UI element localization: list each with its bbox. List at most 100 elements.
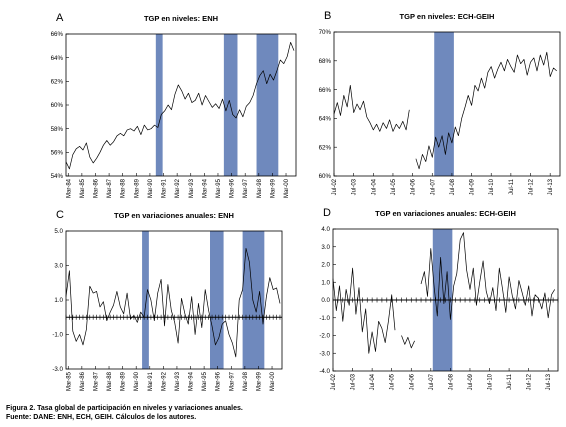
y-tick-label: 64% bbox=[51, 55, 64, 62]
x-tick-label: Mar-90 bbox=[148, 178, 154, 198]
y-tick-label: 56% bbox=[51, 150, 64, 157]
x-tick-label: Mar-91 bbox=[148, 371, 154, 391]
y-tick-label: -4.0 bbox=[319, 368, 330, 375]
x-tick-label: Mar-91 bbox=[162, 178, 168, 198]
panel-letter: C bbox=[56, 209, 64, 221]
shaded-band-c-2 bbox=[210, 231, 224, 369]
x-tick-label: Mar-95 bbox=[216, 178, 222, 198]
y-tick-label: 66% bbox=[319, 87, 332, 94]
y-tick-label: -2.0 bbox=[319, 333, 330, 340]
x-tick-label: Mar-87 bbox=[93, 371, 99, 391]
series-line-1 bbox=[65, 41, 295, 170]
x-tick-label: Mar-90 bbox=[134, 371, 140, 391]
x-tick-label: Jul-03 bbox=[352, 178, 358, 195]
x-tick-label: Jul-05 bbox=[390, 373, 396, 390]
series-line-1 bbox=[333, 84, 410, 132]
x-tick-label: Jul-07 bbox=[430, 178, 436, 195]
series-line-1 bbox=[65, 247, 281, 358]
x-tick-label: Jul-10 bbox=[489, 178, 495, 195]
series-line-2 bbox=[401, 335, 415, 349]
x-tick-label: Jul-08 bbox=[448, 373, 454, 390]
x-tick-label: Mar-85 bbox=[80, 178, 86, 198]
x-tick-label: Mar-99 bbox=[270, 178, 276, 198]
y-tick-label: 60% bbox=[51, 102, 64, 109]
y-tick-label: 1.0 bbox=[54, 297, 63, 304]
x-tick-label: Mar-84 bbox=[66, 178, 72, 198]
x-tick-label: Mar-93 bbox=[189, 178, 195, 198]
x-tick-label: Mar-88 bbox=[107, 371, 113, 391]
y-tick-label: 62% bbox=[319, 144, 332, 151]
figure-source: Fuente: DANE: ENH, ECH, GEIH. Cálculos d… bbox=[6, 414, 197, 421]
y-tick-label: 70% bbox=[319, 29, 332, 36]
y-tick-label: 60% bbox=[319, 173, 332, 180]
chart-title: TGP en variaciones anuales: ECH-GEIH bbox=[375, 209, 516, 218]
x-tick-label: Mar-00 bbox=[284, 178, 290, 198]
x-tick-label: Mar-95 bbox=[202, 371, 208, 391]
x-tick-label: Mar-92 bbox=[175, 178, 181, 198]
y-tick-label: -3.0 bbox=[52, 366, 63, 373]
y-tick-label: 0.0 bbox=[321, 297, 330, 304]
x-tick-label: Mar-89 bbox=[121, 371, 127, 391]
x-tick-label: Jul-09 bbox=[468, 373, 474, 390]
chart-panel-c: -3.0 -1.0 1.0 3.0 5.0 Mar-85 Mar-86 Mar-87 Mar-8… bbox=[52, 209, 283, 391]
y-tick-label: -1.0 bbox=[319, 315, 330, 322]
shaded-band-a-3 bbox=[256, 34, 279, 176]
x-tick-label: Mar-94 bbox=[189, 371, 195, 391]
x-tick-label: Jul-06 bbox=[411, 178, 417, 195]
shaded-band-b-1 bbox=[434, 32, 454, 176]
y-tick-label: 4.0 bbox=[321, 226, 330, 233]
series-line-3 bbox=[420, 232, 555, 320]
x-tick-label: Jul-02 bbox=[332, 178, 338, 195]
y-tick-label: 62% bbox=[51, 79, 64, 86]
y-tick-label: 64% bbox=[319, 116, 332, 123]
chart-title: TGP en variaciones anuales: ENH bbox=[114, 211, 234, 220]
x-tick-label: Mar-98 bbox=[243, 371, 249, 391]
series-line-2 bbox=[415, 51, 557, 170]
x-tick-label: Jul-04 bbox=[371, 178, 377, 195]
x-tick-label: Jul-11 bbox=[507, 373, 513, 390]
shaded-band-c-3 bbox=[242, 231, 265, 369]
x-tick-label: Mar-96 bbox=[230, 178, 236, 198]
x-tick-label: Jul-09 bbox=[470, 178, 476, 195]
chart-title: TGP en niveles: ENH bbox=[144, 14, 218, 23]
series-line-1 bbox=[332, 267, 396, 354]
x-tick-label: Jul-02 bbox=[331, 373, 337, 390]
x-tick-label: Mar-99 bbox=[256, 371, 262, 391]
y-tick-label: 66% bbox=[51, 31, 64, 38]
x-tick-label: Mar-86 bbox=[80, 371, 86, 391]
x-tick-label: Jul-05 bbox=[391, 178, 397, 195]
chart-title: TGP en niveles: ECH-GEIH bbox=[400, 12, 495, 21]
x-tick-label: Jul-03 bbox=[351, 373, 357, 390]
x-tick-label: Jul-08 bbox=[450, 178, 456, 195]
panel-letter: A bbox=[56, 12, 64, 24]
x-tick-label: Jul-06 bbox=[409, 373, 415, 390]
x-tick-label: Mar-00 bbox=[270, 371, 276, 391]
x-tick-label: Mar-87 bbox=[107, 178, 113, 198]
y-tick-label: 3.0 bbox=[54, 263, 63, 270]
x-tick-label: Mar-88 bbox=[121, 178, 127, 198]
x-tick-label: Mar-92 bbox=[161, 371, 167, 391]
y-tick-label: 58% bbox=[51, 126, 64, 133]
x-tick-label: Mar-93 bbox=[175, 371, 181, 391]
panel-letter: D bbox=[323, 207, 331, 219]
y-tick-label: 68% bbox=[319, 58, 332, 65]
x-tick-label: Mar-85 bbox=[66, 371, 72, 391]
x-tick-label: Mar-98 bbox=[257, 178, 263, 198]
shaded-band-c-1 bbox=[142, 231, 149, 369]
chart-panel-d: -4.0 -3.0 -2.0 -1.0 0.0 1.0 2.0 3.0 4.0 Jul-02 Jul… bbox=[319, 207, 559, 390]
x-tick-label: Mar-89 bbox=[134, 178, 140, 198]
plot-frame bbox=[333, 31, 561, 177]
x-tick-label: Mar-94 bbox=[202, 178, 208, 198]
shaded-band-a-1 bbox=[155, 34, 163, 176]
x-tick-label: Jul-12 bbox=[529, 178, 535, 195]
x-tick-label: Mar-96 bbox=[216, 371, 222, 391]
x-tick-label: Jul-11 bbox=[509, 178, 515, 195]
x-tick-label: Jul-04 bbox=[370, 373, 376, 390]
y-tick-label: 3.0 bbox=[321, 244, 330, 251]
y-tick-label: 5.0 bbox=[54, 228, 63, 235]
y-tick-label: -3.0 bbox=[319, 350, 330, 357]
x-tick-label: Mar-86 bbox=[93, 178, 99, 198]
y-tick-label: -1.0 bbox=[52, 332, 63, 339]
x-tick-label: Jul-13 bbox=[546, 373, 552, 390]
x-tick-label: Jul-07 bbox=[429, 373, 435, 390]
